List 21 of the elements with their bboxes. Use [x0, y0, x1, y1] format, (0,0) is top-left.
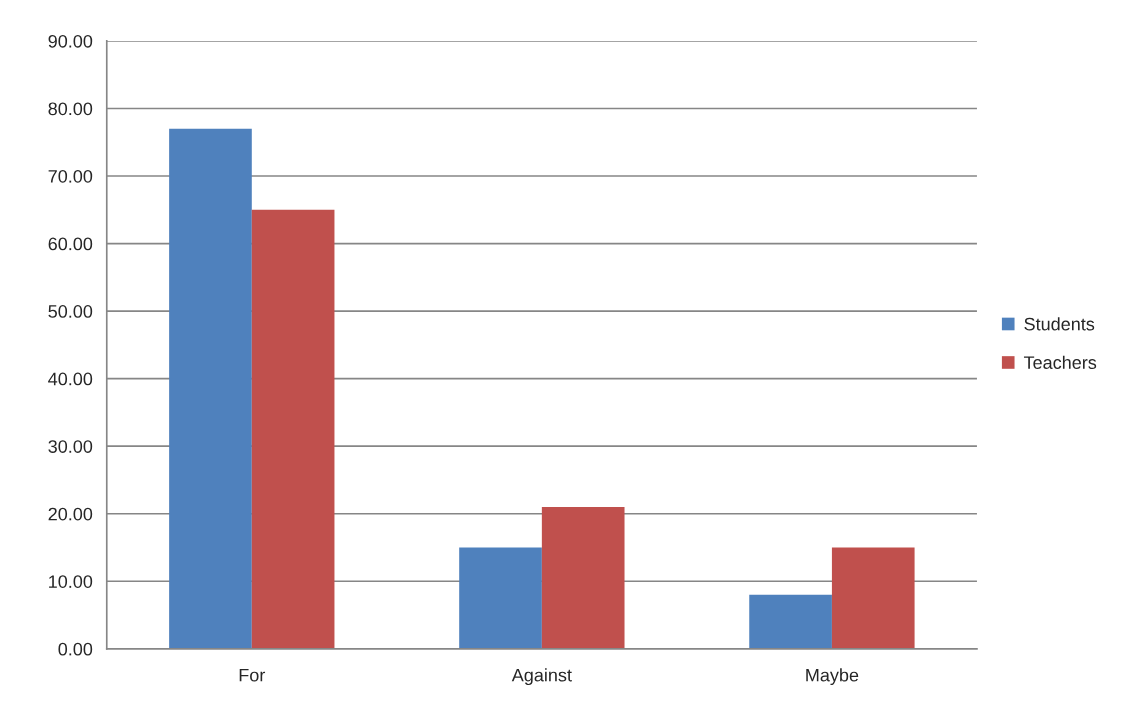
y-tick-label: 50.00: [48, 305, 93, 318]
y-tick-label: 60.00: [48, 237, 93, 251]
x-tick-label: Against: [511, 668, 572, 686]
bar: [459, 547, 542, 649]
legend-label: Students: [1024, 317, 1095, 331]
bar: [749, 594, 832, 649]
bar: [541, 506, 625, 649]
bar: [831, 547, 915, 649]
y-tick-label: 80.00: [48, 102, 93, 116]
y-tick-label: 10.00: [49, 575, 93, 588]
bar: [169, 128, 252, 649]
y-tick-label: 20.00: [48, 507, 93, 521]
x-tick-label: For: [239, 668, 266, 682]
y-tick-label: 40.00: [48, 372, 93, 386]
x-tick-label: Maybe: [806, 668, 859, 686]
y-tick-label: 90.00: [48, 34, 93, 48]
y-tick-label: 70.00: [48, 169, 93, 183]
legend-label: Teachers: [1023, 355, 1097, 369]
y-tick-label: 30.00: [48, 440, 93, 453]
bar: [251, 209, 335, 649]
y-tick-label: 0.00: [58, 642, 93, 656]
